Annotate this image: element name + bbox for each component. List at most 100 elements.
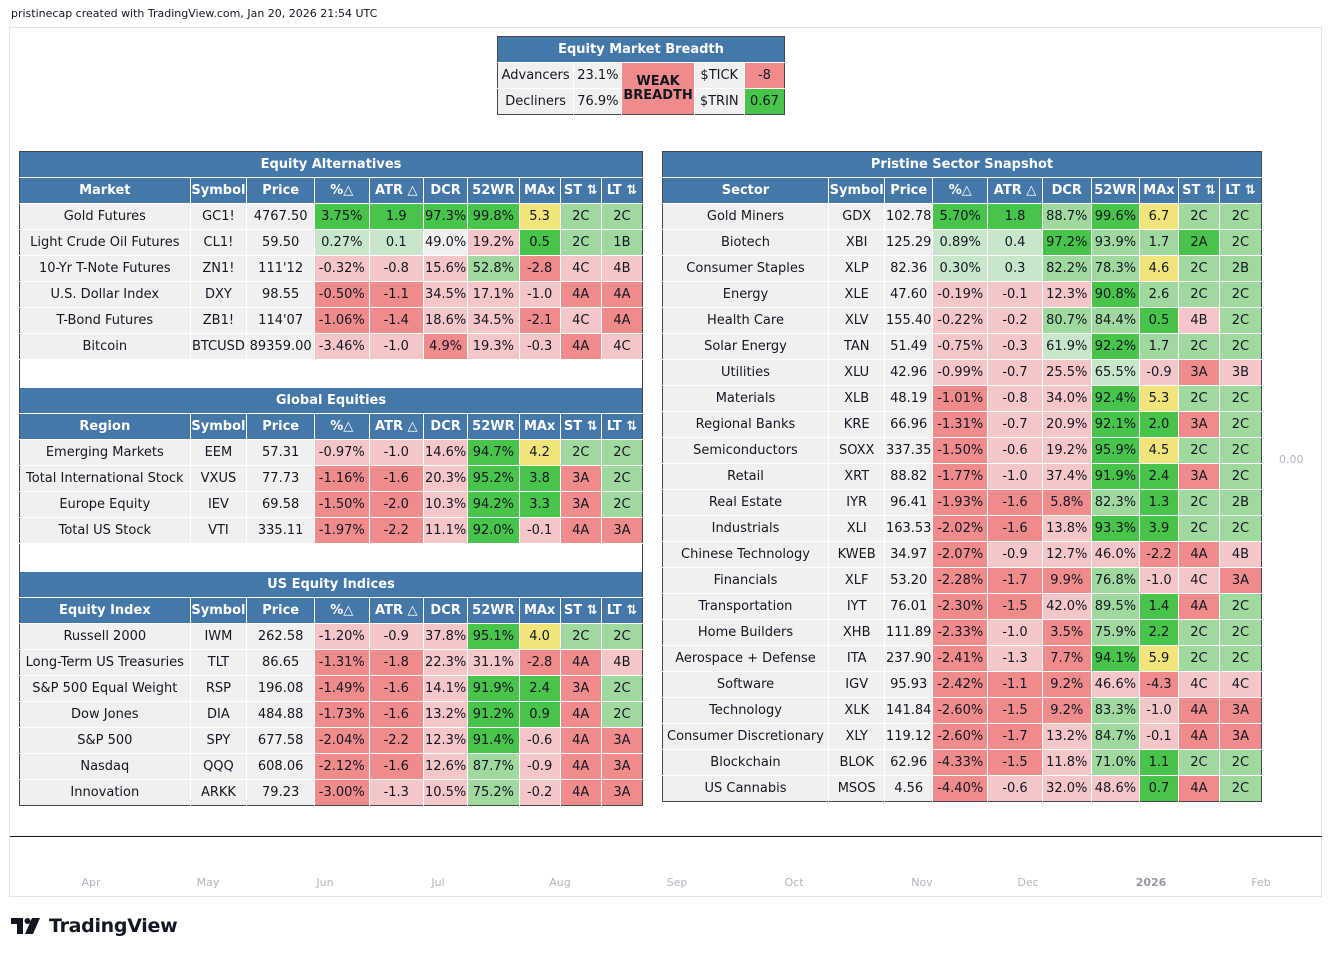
row-lt: 2C <box>600 465 643 492</box>
indices-column-header[interactable]: ATR △ <box>368 597 424 624</box>
row-max: -2.8 <box>518 255 561 282</box>
row-price: 4767.50 <box>246 203 315 230</box>
row-price: 34.97 <box>884 541 933 568</box>
row-pct: -1.20% <box>314 623 370 650</box>
sectors-row: Retail XRT 88.82 -1.77% -1.0 37.4% 91.9% 2.4 3A 2… <box>662 463 1262 490</box>
advancers-value: 23.1% <box>573 62 622 89</box>
row-max: 5.3 <box>518 203 561 230</box>
global-column-header[interactable]: Price <box>246 413 315 440</box>
row-name: Retail <box>662 463 829 490</box>
sectors-column-header[interactable]: Sector <box>662 177 829 204</box>
row-max: 2.4 <box>518 675 561 702</box>
global-column-header[interactable]: LT ⇅ <box>600 413 643 440</box>
row-name: Russell 2000 <box>19 623 191 650</box>
row-dcr: 80.7% <box>1041 307 1092 334</box>
sectors-column-header[interactable]: ATR △ <box>987 177 1043 204</box>
row-lt: 2C <box>1218 281 1262 308</box>
alternatives-column-header[interactable]: LT ⇅ <box>600 177 643 204</box>
alternatives-title: Equity Alternatives <box>19 151 643 178</box>
row-st: 3A <box>559 491 602 518</box>
sectors-column-header[interactable]: ST ⇅ <box>1177 177 1220 204</box>
row-st: 4A <box>559 701 602 728</box>
row-wr: 91.9% <box>467 675 520 702</box>
global-column-header[interactable]: 52WR <box>467 413 520 440</box>
row-wr: 90.8% <box>1090 281 1140 308</box>
row-name: Utilities <box>662 359 829 386</box>
row-atr: -1.5 <box>987 749 1043 776</box>
row-price: 59.50 <box>246 229 315 256</box>
alternatives-column-header[interactable]: ST ⇅ <box>559 177 602 204</box>
sectors-column-header[interactable]: Symbol <box>827 177 885 204</box>
tradingview-logo[interactable]: TradingView <box>11 915 178 937</box>
chart-credit: pristinecap created with TradingView.com… <box>11 7 378 20</box>
sectors-column-header[interactable]: %△ <box>932 177 988 204</box>
alternatives-column-header[interactable]: %△ <box>314 177 370 204</box>
row-wr: 78.3% <box>1090 255 1140 282</box>
indices-column-header[interactable]: 52WR <box>467 597 520 624</box>
alternatives-column-header[interactable]: Symbol <box>189 177 247 204</box>
global-column-header[interactable]: Region <box>19 413 191 440</box>
row-name: Solar Energy <box>662 333 829 360</box>
sectors-column-header[interactable]: MAx <box>1139 177 1179 204</box>
row-dcr: 34.0% <box>1041 385 1092 412</box>
row-dcr: 13.2% <box>1041 723 1092 750</box>
alternatives-column-header[interactable]: Price <box>246 177 315 204</box>
global-column-header[interactable]: %△ <box>314 413 370 440</box>
row-wr: 92.2% <box>1090 333 1140 360</box>
row-price: 111'12 <box>246 255 315 282</box>
row-name: Semiconductors <box>662 437 829 464</box>
row-wr: 95.9% <box>1090 437 1140 464</box>
row-atr: -1.5 <box>987 697 1043 724</box>
indices-column-header[interactable]: DCR <box>422 597 468 624</box>
sectors-column-header[interactable]: Price <box>884 177 933 204</box>
indices-column-header[interactable]: LT ⇅ <box>600 597 643 624</box>
alternatives-column-header[interactable]: MAx <box>518 177 561 204</box>
row-price: 237.90 <box>884 645 933 672</box>
row-name: Home Builders <box>662 619 829 646</box>
sectors-column-header[interactable]: DCR <box>1041 177 1092 204</box>
alternatives-column-header[interactable]: 52WR <box>467 177 520 204</box>
indices-column-header[interactable]: ST ⇅ <box>559 597 602 624</box>
row-dcr: 97.3% <box>422 203 468 230</box>
row-lt: 2C <box>1218 515 1262 542</box>
global-column-header[interactable]: Symbol <box>189 413 247 440</box>
row-lt: 2C <box>600 439 643 466</box>
row-price: 98.55 <box>246 281 315 308</box>
row-wr: 75.2% <box>467 779 520 806</box>
advancers-label: Advancers <box>497 62 574 89</box>
global-column-header[interactable]: MAx <box>518 413 561 440</box>
indices-column-header[interactable]: %△ <box>314 597 370 624</box>
global-column-header[interactable]: ST ⇅ <box>559 413 602 440</box>
indices-column-header[interactable]: Symbol <box>189 597 247 624</box>
row-lt: 4B <box>600 649 643 676</box>
global-column-header[interactable]: DCR <box>422 413 468 440</box>
row-lt: 3A <box>1218 723 1262 750</box>
global-column-header[interactable]: ATR △ <box>368 413 424 440</box>
row-wr: 84.7% <box>1090 723 1140 750</box>
sectors-column-header[interactable]: 52WR <box>1090 177 1140 204</box>
alternatives-row: Gold Futures GC1! 4767.50 3.75% 1.9 97.3% 99.8… <box>19 203 643 230</box>
row-wr: 91.2% <box>467 701 520 728</box>
sector-snapshot-table: Pristine Sector Snapshot Sector Symbol Pric… <box>662 151 1262 802</box>
indices-column-header[interactable]: Equity Index <box>19 597 191 624</box>
row-price: 114'07 <box>246 307 315 334</box>
row-atr: -1.6 <box>368 675 424 702</box>
indices-column-header[interactable]: Price <box>246 597 315 624</box>
row-atr: 0.4 <box>987 229 1043 256</box>
alternatives-column-header[interactable]: DCR <box>422 177 468 204</box>
row-price: 4.56 <box>884 775 933 802</box>
alternatives-column-header[interactable]: ATR △ <box>368 177 424 204</box>
row-max: 5.9 <box>1139 645 1179 672</box>
row-dcr: 3.5% <box>1041 619 1092 646</box>
row-name: Nasdaq <box>19 753 191 780</box>
alternatives-column-header[interactable]: Market <box>19 177 191 204</box>
row-price: 86.65 <box>246 649 315 676</box>
row-max: 0.9 <box>518 701 561 728</box>
row-pct: -1.16% <box>314 465 370 492</box>
indices-column-header[interactable]: MAx <box>518 597 561 624</box>
row-wr: 87.7% <box>467 753 520 780</box>
sectors-column-header[interactable]: LT ⇅ <box>1218 177 1262 204</box>
row-name: Chinese Technology <box>662 541 829 568</box>
row-max: -1.0 <box>1139 567 1179 594</box>
row-wr: 92.0% <box>467 517 520 544</box>
